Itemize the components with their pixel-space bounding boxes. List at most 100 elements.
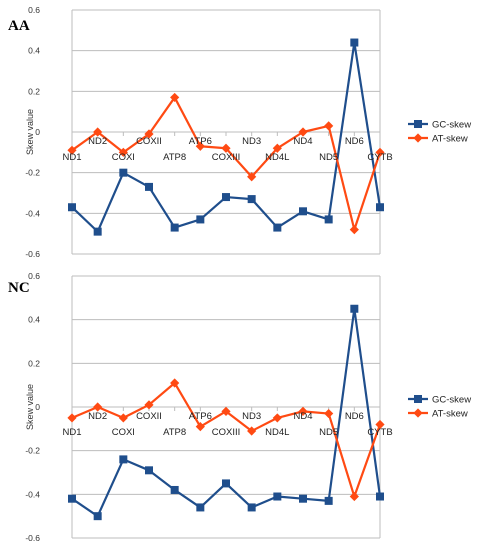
y-tick-label: -0.6 bbox=[25, 533, 40, 543]
data-point-gc-skew bbox=[299, 207, 307, 216]
y-tick-label: 0 bbox=[35, 402, 40, 412]
y-tick-label: -0.2 bbox=[25, 168, 40, 178]
x-category-label: ATP8 bbox=[163, 427, 186, 438]
data-point-gc-skew bbox=[222, 193, 230, 202]
data-point-gc-skew bbox=[350, 38, 359, 47]
data-point-gc-skew bbox=[119, 168, 128, 177]
x-category-label: ND2 bbox=[88, 136, 107, 147]
y-tick-label: 0.2 bbox=[28, 86, 40, 96]
data-point-at-skew bbox=[67, 413, 77, 423]
x-category-label: COXIII bbox=[212, 152, 241, 163]
x-category-label: ND5 bbox=[319, 427, 338, 438]
y-axis-title: Skew value bbox=[25, 384, 35, 430]
data-point-at-skew bbox=[247, 426, 257, 436]
data-point-gc-skew bbox=[273, 492, 282, 501]
data-point-at-skew bbox=[324, 408, 334, 419]
legend-marker-square bbox=[414, 395, 422, 403]
y-tick-label: 0.4 bbox=[28, 315, 40, 325]
data-point-gc-skew bbox=[247, 503, 256, 512]
y-tick-label: -0.4 bbox=[25, 489, 40, 499]
data-point-gc-skew bbox=[145, 466, 153, 475]
data-point-gc-skew bbox=[170, 223, 179, 232]
data-point-at-skew bbox=[324, 121, 334, 131]
data-point-gc-skew bbox=[222, 479, 230, 488]
data-point-gc-skew bbox=[247, 195, 256, 204]
x-category-label: ND5 bbox=[319, 152, 338, 163]
legend-entry: GC-skew bbox=[432, 120, 471, 131]
data-point-at-skew bbox=[195, 422, 205, 432]
x-category-label: ND1 bbox=[62, 427, 81, 438]
legend-marker-diamond bbox=[413, 133, 423, 143]
data-point-gc-skew bbox=[68, 203, 76, 212]
data-point-at-skew bbox=[144, 129, 154, 139]
y-tick-label: -0.6 bbox=[25, 249, 40, 259]
y-axis-title: Skew value bbox=[25, 109, 35, 155]
data-point-gc-skew bbox=[350, 304, 359, 313]
data-point-at-skew bbox=[93, 127, 103, 137]
data-point-at-skew bbox=[170, 378, 180, 388]
panel-label: AA bbox=[8, 18, 30, 34]
y-tick-label: 0.2 bbox=[28, 358, 40, 368]
x-category-label: CYTB bbox=[367, 427, 392, 438]
chart-panel-aa: AA 0.6 0.4 0.2 0 -0.2 -0.4 -0.6 Skew value ND1 ND2… bbox=[8, 5, 471, 259]
x-category-label: CYTB bbox=[367, 152, 392, 163]
data-point-gc-skew bbox=[376, 492, 384, 501]
series-line-gc-skew bbox=[71, 41, 382, 233]
data-point-at-skew bbox=[247, 172, 257, 182]
x-category-label: ND6 bbox=[345, 411, 364, 422]
x-category-label: ND6 bbox=[345, 136, 364, 147]
data-point-gc-skew bbox=[273, 223, 282, 232]
x-category-label: COXI bbox=[112, 427, 135, 438]
data-point-at-skew bbox=[375, 419, 385, 430]
data-point-at-skew bbox=[118, 147, 128, 157]
series-line-at-skew bbox=[71, 96, 382, 231]
x-category-label: COXIII bbox=[212, 427, 241, 438]
y-tick-label: 0 bbox=[35, 127, 40, 137]
data-point-gc-skew bbox=[170, 485, 179, 494]
x-category-label: COXII bbox=[136, 411, 162, 422]
y-tick-label: -0.2 bbox=[25, 446, 40, 456]
data-point-gc-skew bbox=[93, 227, 102, 236]
data-point-at-skew bbox=[298, 406, 308, 416]
data-point-at-skew bbox=[375, 147, 385, 157]
data-point-gc-skew bbox=[376, 203, 384, 212]
data-point-at-skew bbox=[170, 92, 180, 103]
data-point-at-skew bbox=[144, 400, 154, 410]
legend-entry: GC-skew bbox=[432, 395, 471, 406]
x-category-label: ND4L bbox=[265, 152, 289, 163]
data-point-gc-skew bbox=[93, 512, 102, 521]
data-point-gc-skew bbox=[119, 455, 128, 464]
y-tick-label: 0.6 bbox=[28, 5, 40, 15]
x-category-label: ND4L bbox=[265, 427, 289, 438]
data-point-at-skew bbox=[272, 413, 282, 423]
x-category-label: ND3 bbox=[242, 411, 261, 422]
data-point-at-skew bbox=[349, 491, 359, 502]
data-point-at-skew bbox=[118, 413, 128, 423]
data-point-gc-skew bbox=[68, 494, 76, 503]
x-category-label: COXI bbox=[112, 152, 135, 163]
data-point-at-skew bbox=[298, 127, 308, 137]
legend-entry: AT-skew bbox=[432, 134, 468, 145]
x-category-label: ATP8 bbox=[163, 152, 186, 163]
x-category-label: ND4 bbox=[293, 411, 312, 422]
data-point-at-skew bbox=[349, 225, 359, 235]
x-category-label: ATP6 bbox=[189, 136, 212, 147]
y-tick-label: 0.4 bbox=[28, 46, 40, 56]
legend-marker-square bbox=[414, 120, 422, 128]
data-point-gc-skew bbox=[324, 496, 333, 505]
data-point-at-skew bbox=[272, 143, 282, 153]
chart-panel-nc: NC0.6 0.4 0.2 0 -0.2 -0.4 -0.6 Skew value ND1 ND2… bbox=[8, 271, 471, 543]
x-category-label: ND2 bbox=[88, 411, 107, 422]
data-point-at-skew bbox=[221, 406, 231, 416]
data-point-gc-skew bbox=[145, 182, 153, 191]
legend-marker-diamond bbox=[413, 408, 423, 418]
y-tick-label: 0.6 bbox=[28, 271, 40, 281]
x-category-label: ND1 bbox=[62, 152, 81, 163]
data-point-gc-skew bbox=[299, 494, 307, 503]
data-point-gc-skew bbox=[324, 215, 333, 224]
data-point-at-skew bbox=[93, 402, 103, 412]
panel-label: NC bbox=[8, 280, 30, 296]
x-category-label: ND3 bbox=[242, 136, 261, 147]
data-point-gc-skew bbox=[196, 215, 205, 224]
